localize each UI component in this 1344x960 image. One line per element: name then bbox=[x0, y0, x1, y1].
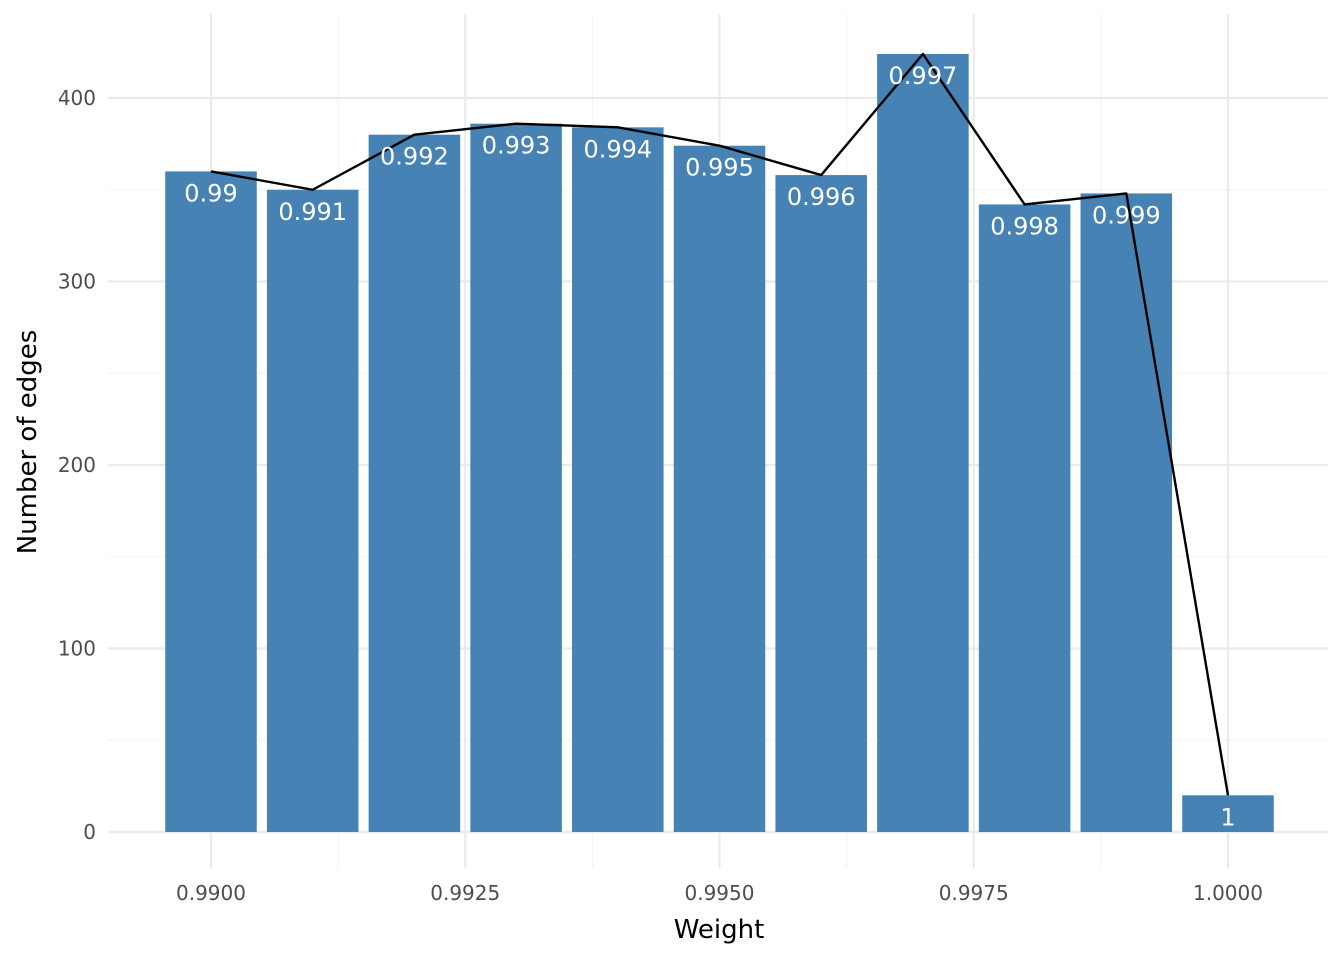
bar-labels: 0.99 0.991 0.992 0.993 0.994 0.995 0.996 0.997 0… bbox=[184, 62, 1235, 831]
bar-label: 0.99 bbox=[184, 179, 237, 207]
x-tick-label: 0.9950 bbox=[685, 881, 755, 905]
bar bbox=[266, 189, 359, 832]
x-tick-label: 0.9975 bbox=[939, 881, 1009, 905]
bar-label: 0.995 bbox=[685, 154, 754, 182]
y-axis-title: Number of edges bbox=[13, 330, 43, 555]
x-tick-label: 0.9900 bbox=[176, 881, 246, 905]
bar-label: 0.991 bbox=[278, 198, 347, 226]
bar bbox=[368, 134, 461, 832]
bar-label: 0.999 bbox=[1092, 201, 1161, 229]
trend-line bbox=[210, 52, 1230, 796]
bar bbox=[1182, 795, 1274, 832]
y-tick-label: 300 bbox=[58, 270, 96, 294]
bar-label: 0.994 bbox=[583, 135, 652, 163]
y-tick-label: 200 bbox=[58, 453, 96, 477]
y-tick-label: 0 bbox=[83, 820, 96, 844]
y-tick-label: 100 bbox=[58, 637, 96, 661]
bars bbox=[165, 53, 1274, 833]
bar bbox=[978, 204, 1071, 832]
bar bbox=[1080, 193, 1173, 833]
bar-label: 0.992 bbox=[380, 143, 449, 171]
bar bbox=[470, 123, 562, 832]
bar-label: 1 bbox=[1220, 803, 1235, 831]
y-tick-label: 400 bbox=[58, 86, 96, 110]
bar-label: 0.996 bbox=[787, 183, 856, 211]
x-axis-title: Weight bbox=[674, 915, 765, 945]
bar-label: 0.993 bbox=[482, 132, 551, 160]
trend-line-layer bbox=[210, 52, 1230, 796]
x-tick-label: 1.0000 bbox=[1193, 881, 1263, 905]
bar-label: 0.997 bbox=[889, 62, 958, 90]
x-tick-label: 0.9925 bbox=[430, 881, 500, 905]
bar bbox=[572, 127, 664, 833]
bar bbox=[673, 145, 766, 832]
bar bbox=[877, 53, 969, 832]
y-axis-tick-labels: 0 100 200 300 400 bbox=[58, 86, 96, 844]
bar bbox=[775, 175, 867, 832]
bar-label: 0.998 bbox=[990, 212, 1059, 240]
x-axis-tick-labels: 0.9900 0.9925 0.9950 0.9975 1.0000 bbox=[176, 881, 1263, 905]
bar bbox=[165, 171, 257, 832]
